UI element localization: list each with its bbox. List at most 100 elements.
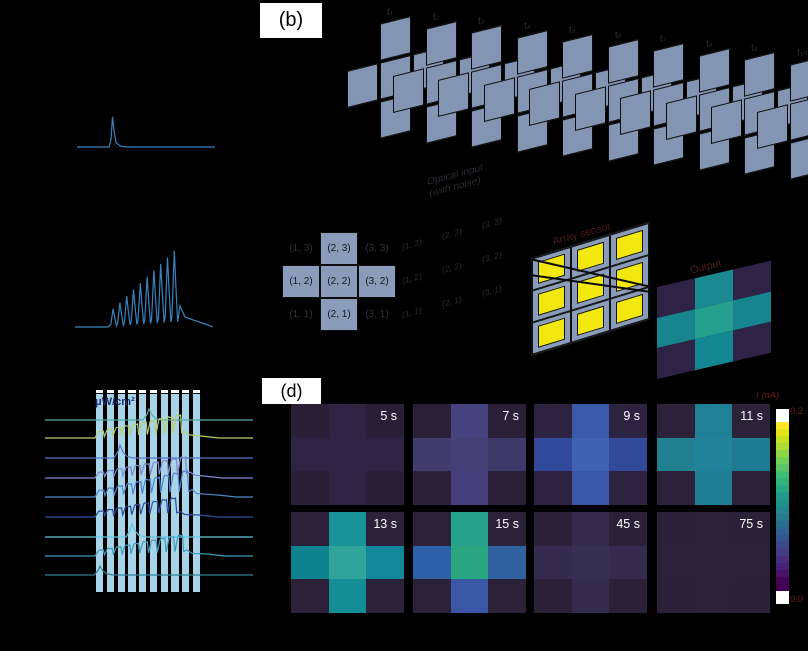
frame-cell [529, 81, 560, 126]
heatmap-cell [413, 404, 451, 438]
light-band-cap [182, 390, 190, 393]
frame-cell [347, 102, 378, 147]
heatmap-cell [328, 579, 367, 613]
panel-a-trace-1 [77, 116, 215, 148]
light-band-cap [128, 390, 136, 393]
heatmap-cell [328, 471, 367, 505]
frame-cell [438, 72, 469, 117]
frame-time-label: t₃ [478, 14, 485, 28]
frame-time-label: t₄ [523, 18, 531, 32]
heatmap-cell [657, 512, 695, 546]
grid-cell: (2, 1) [320, 298, 358, 331]
light-band-cap [149, 390, 158, 393]
heatmap-cell [657, 471, 695, 505]
frame-cell [484, 38, 515, 83]
heatmap-time-label: 7 s [502, 409, 519, 423]
heatmap-cell [571, 404, 610, 438]
heatmap-cell [488, 545, 526, 580]
grid-cell: (1, 3) [289, 243, 313, 254]
colorbar-max-tick: 0.2 [790, 406, 804, 417]
heatmap-cell [534, 512, 572, 546]
heatmap-tile: 11 s [657, 404, 770, 505]
sensor-pixel [615, 229, 644, 260]
sensor-pixel [576, 273, 605, 304]
input-pattern-grid: (1, 3) (2, 3) (3, 3) (1, 2) (2, 2) (3, 2) (1, … [282, 232, 396, 331]
light-band [128, 394, 136, 592]
heatmap-time-label: 15 s [495, 517, 519, 531]
heatmap-cell [534, 437, 572, 472]
frame-time-label: t₅ [569, 23, 576, 37]
heatmap-cell [732, 545, 770, 580]
heatmap-cell [488, 579, 526, 613]
light-band [192, 394, 201, 592]
light-band [106, 394, 115, 592]
frame-cell [392, 67, 424, 113]
heatmap-tile: 7 s [413, 404, 526, 505]
skew-grid-label: (2, 3) [442, 225, 462, 242]
frame-cell [620, 51, 651, 96]
light-band-cap [160, 390, 168, 393]
light-band-cap [117, 390, 125, 393]
light-band [96, 394, 104, 592]
grid-cell: (2, 2) [320, 265, 358, 298]
heatmap-time-label: 5 s [380, 409, 397, 423]
heatmap-cell [732, 579, 770, 613]
frame-cell [666, 56, 697, 101]
grid-cell: (2, 3) [320, 232, 358, 265]
heatmap-cell [571, 579, 610, 613]
frame-cell [393, 107, 424, 152]
skew-grid-label: (1, 1) [402, 304, 422, 320]
panel-b-label: (b) [260, 3, 322, 38]
heatmap-cell [571, 437, 610, 472]
heatmap-cell [609, 437, 647, 472]
frame-cell [711, 138, 742, 183]
heatmap-cell [413, 512, 451, 546]
light-band [139, 394, 147, 592]
frame-cell [483, 76, 515, 122]
frame-cell [620, 129, 651, 174]
heatmap-cell [694, 512, 733, 546]
heatmap-cell [694, 545, 733, 580]
heatmap-cell [413, 579, 451, 613]
heatmap-cell [609, 512, 647, 546]
heatmap-cell [657, 545, 695, 580]
skew-grid-label: (3, 2) [482, 249, 502, 265]
sensor-pixel [576, 305, 605, 336]
grid-cell: (1, 2) [282, 265, 320, 298]
frame-cell [575, 125, 606, 170]
optical-input-title: Optical input (with noise) [400, 155, 510, 208]
heatmap-cell [291, 545, 329, 580]
output-heatmap-grid [657, 260, 771, 379]
skew-grid-label: (2, 2) [442, 259, 462, 276]
heatmap-cell [657, 404, 695, 438]
heatmap-cell [413, 545, 451, 580]
heatmap-cell [732, 437, 770, 472]
frame-cell [789, 95, 808, 141]
frame-cell [438, 111, 469, 156]
light-band [171, 394, 179, 592]
frame-cell [529, 120, 560, 165]
heatmap-time-label: 11 s [740, 409, 763, 423]
frame-cell [757, 143, 788, 188]
frame-cell [393, 29, 424, 74]
colorbar-title: I (nA) [756, 390, 780, 401]
heatmap-cell [291, 404, 329, 438]
frame-cell [620, 90, 651, 135]
colorbar-top-cap [776, 409, 789, 422]
heatmap-cell [694, 437, 733, 472]
heatmap-cell [732, 512, 770, 546]
frame-time-label: t₁₀ [796, 44, 807, 59]
heatmap-cell [694, 404, 733, 438]
colorbar [776, 409, 789, 604]
frame-time-label: t₉ [751, 41, 758, 55]
light-band-cap [106, 390, 115, 393]
heatmap-time-label: 45 s [616, 517, 640, 531]
frame-cell [711, 60, 742, 105]
frame-cell [529, 42, 560, 87]
light-band-cap [96, 390, 104, 393]
heatmap-tile: 45 s [534, 512, 647, 613]
heatmap-cell [450, 404, 489, 438]
grid-cell: (3, 1) [365, 309, 389, 320]
panel-b-label-text: (b) [278, 9, 304, 31]
